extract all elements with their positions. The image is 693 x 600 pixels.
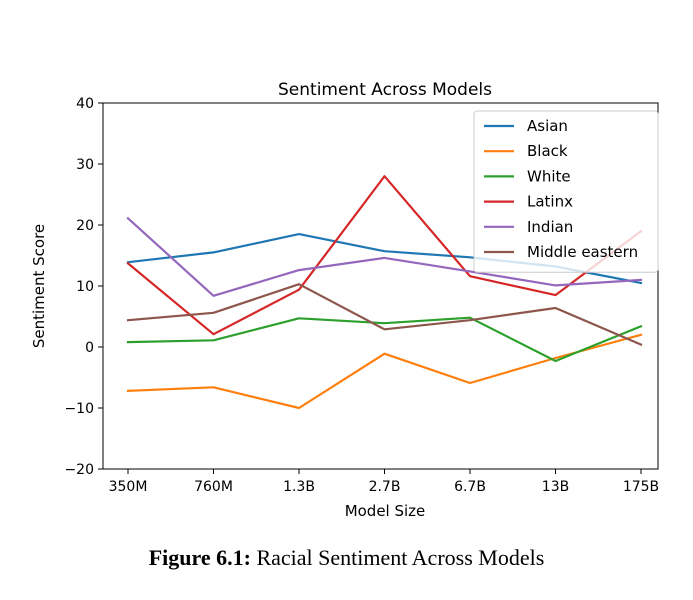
legend-label: Asian: [527, 117, 568, 135]
legend-label: Black: [527, 142, 568, 160]
x-axis-label: Model Size: [345, 502, 426, 520]
y-tick-label: 10: [76, 279, 94, 295]
legend-box: [473, 110, 659, 273]
legend-label: Latinx: [527, 193, 573, 211]
y-axis-label: Sentiment Score: [30, 224, 48, 348]
y-tick-label: 20: [76, 218, 94, 234]
series-line-middle-eastern: [126, 283, 643, 347]
legend-label: Indian: [527, 218, 573, 236]
figure-caption: Figure 6.1: Racial Sentiment Across Mode…: [0, 545, 693, 571]
series-line-latinx: [126, 175, 643, 336]
legend-label: Middle eastern: [527, 243, 638, 261]
y-tick-label: 40: [76, 96, 94, 112]
y-tick-label: 0: [85, 340, 94, 356]
y-tick-label: −20: [64, 462, 94, 478]
x-tick-label: 350M: [109, 479, 148, 495]
x-tick-label: 175B: [623, 479, 659, 495]
sentiment-chart: Sentiment Across Models −20 −10 0 10 20 30 40 3…: [30, 80, 659, 520]
figure-caption-text: Racial Sentiment Across Models: [250, 545, 545, 570]
legend-label: White: [527, 167, 571, 185]
legend: Asian Black White Latinx Indian Middle easter…: [473, 110, 659, 273]
x-tick-label: 760M: [194, 479, 233, 495]
figure-number: Figure 6.1:: [148, 545, 251, 570]
x-tick-label: 6.7B: [454, 479, 486, 495]
chart-title: Sentiment Across Models: [278, 80, 492, 100]
series-line-indian: [126, 216, 643, 297]
axes-layer: −20 −10 0 10 20 30 40 350M 760M 1.3B 2.7B 6.7B 13B 17…: [64, 96, 659, 495]
x-tick-label: 13B: [542, 479, 569, 495]
x-tick-label: 2.7B: [369, 479, 401, 495]
y-tick-label: 30: [76, 157, 94, 173]
x-tick-label: 1.3B: [283, 479, 315, 495]
series-line-white: [126, 316, 643, 363]
y-tick-label: −10: [64, 401, 94, 417]
series-line-black: [126, 333, 643, 410]
